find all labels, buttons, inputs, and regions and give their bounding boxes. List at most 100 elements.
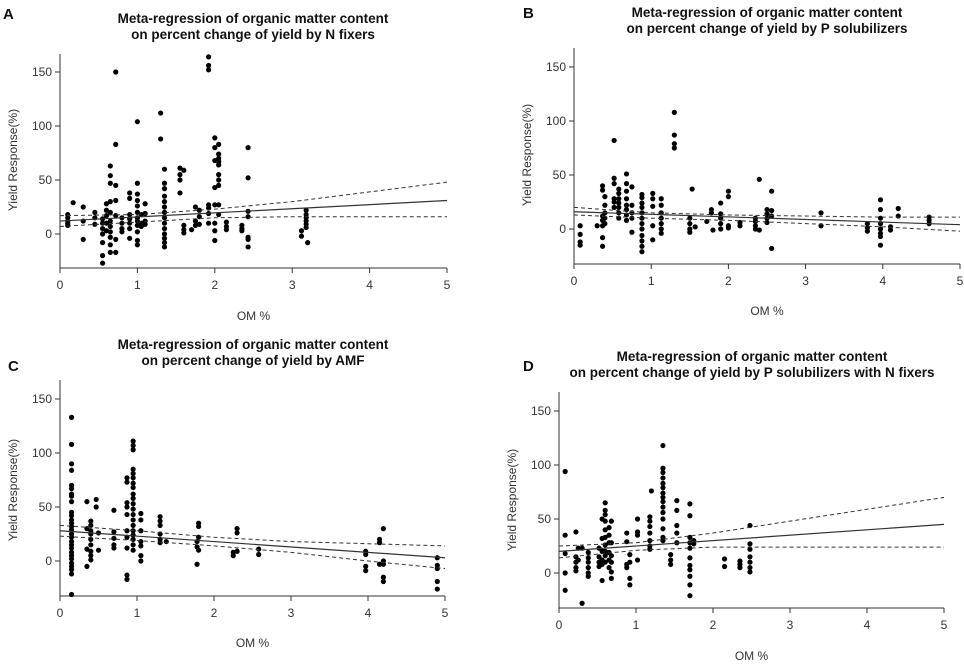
- data-point: [99, 253, 106, 259]
- data-point: [161, 226, 168, 232]
- ci-lower-line: [558, 546, 944, 559]
- data-point: [602, 553, 608, 559]
- chart-title-line: Meta-regression of organic matter conten…: [632, 5, 903, 20]
- data-point: [130, 536, 136, 543]
- data-point: [650, 203, 656, 209]
- data-point: [130, 480, 136, 486]
- data-point: [747, 541, 753, 547]
- data-point: [877, 197, 884, 203]
- data-point: [648, 488, 655, 494]
- data-point: [113, 141, 119, 147]
- data-point: [107, 163, 113, 169]
- data-point: [864, 228, 870, 234]
- data-point: [107, 209, 113, 215]
- x-tick-label: 4: [366, 278, 373, 292]
- data-point: [223, 219, 230, 225]
- data-point: [161, 231, 168, 237]
- data-point: [127, 195, 133, 201]
- regression-line: [59, 530, 446, 559]
- data-point: [107, 249, 113, 255]
- data-point: [298, 228, 305, 234]
- panel-letter: B: [523, 5, 534, 22]
- panel-letter: D: [523, 358, 534, 375]
- y-tick-label: 50: [538, 512, 552, 526]
- data-point: [130, 522, 136, 528]
- data-point: [660, 509, 666, 516]
- data-point: [84, 563, 90, 570]
- data-point: [107, 173, 113, 179]
- data-point: [585, 559, 591, 565]
- data-point: [305, 240, 311, 246]
- data-point: [623, 196, 630, 202]
- data-point: [687, 593, 693, 599]
- data-point: [660, 480, 666, 486]
- data-point: [623, 188, 630, 194]
- data-point: [256, 546, 262, 552]
- data-point: [639, 195, 645, 201]
- data-point: [650, 237, 656, 243]
- data-point: [611, 175, 617, 181]
- data-point: [80, 236, 86, 242]
- ci-upper-line: [558, 496, 945, 547]
- data-point: [92, 221, 98, 227]
- data-point: [639, 249, 645, 255]
- data-point: [602, 507, 608, 513]
- data-point: [585, 555, 591, 561]
- data-point: [192, 218, 199, 224]
- data-point: [611, 181, 617, 187]
- data-point: [95, 547, 102, 553]
- data-point: [434, 565, 440, 572]
- data-point: [212, 220, 218, 226]
- data-point: [68, 534, 75, 540]
- data-point: [127, 235, 133, 241]
- data-point: [660, 499, 666, 505]
- data-point: [245, 244, 251, 250]
- data-point: [718, 200, 724, 206]
- data-point: [608, 553, 614, 559]
- data-point: [585, 573, 591, 579]
- chart-title-line: Meta-regression of organic matter conten…: [118, 337, 389, 352]
- data-point: [687, 513, 693, 519]
- data-point: [585, 565, 591, 571]
- data-point: [234, 526, 240, 532]
- data-point: [107, 218, 113, 224]
- x-tick-label: 4: [365, 606, 372, 620]
- data-point: [608, 569, 614, 575]
- data-point: [68, 493, 75, 499]
- data-point: [239, 228, 245, 234]
- data-point: [647, 530, 653, 536]
- data-point: [68, 556, 75, 562]
- data-point: [634, 516, 641, 522]
- panel-D: D Meta-regression of organic matter conte…: [505, 349, 948, 663]
- data-point: [212, 184, 218, 191]
- data-point: [687, 545, 693, 551]
- ci-upper-line: [573, 206, 960, 218]
- data-point: [130, 491, 136, 497]
- data-point: [671, 109, 677, 115]
- data-point: [687, 562, 693, 569]
- data-point: [88, 542, 94, 548]
- data-point: [212, 202, 218, 208]
- data-point: [161, 166, 168, 172]
- data-point: [608, 540, 614, 546]
- data-point: [658, 202, 664, 208]
- data-point: [230, 553, 236, 559]
- y-axis-label: Yield Response(%): [6, 109, 20, 211]
- data-point: [134, 191, 140, 197]
- data-point: [599, 183, 606, 189]
- chart-title-line: on percent change of yield by P solubili…: [626, 21, 907, 36]
- panel-B: B Meta-regression of organic matter conte…: [520, 5, 964, 318]
- data-point: [124, 576, 130, 582]
- data-point: [573, 568, 579, 574]
- data-point: [134, 203, 140, 209]
- data-point: [895, 205, 901, 212]
- data-point: [658, 226, 664, 232]
- data-point: [864, 221, 870, 227]
- data-point: [138, 517, 144, 523]
- data-point: [660, 504, 666, 510]
- data-point: [380, 526, 386, 532]
- data-point: [68, 441, 75, 447]
- x-tick-label: 5: [444, 278, 451, 292]
- data-point: [611, 137, 617, 144]
- y-axis-label: Yield Response(%): [6, 439, 20, 541]
